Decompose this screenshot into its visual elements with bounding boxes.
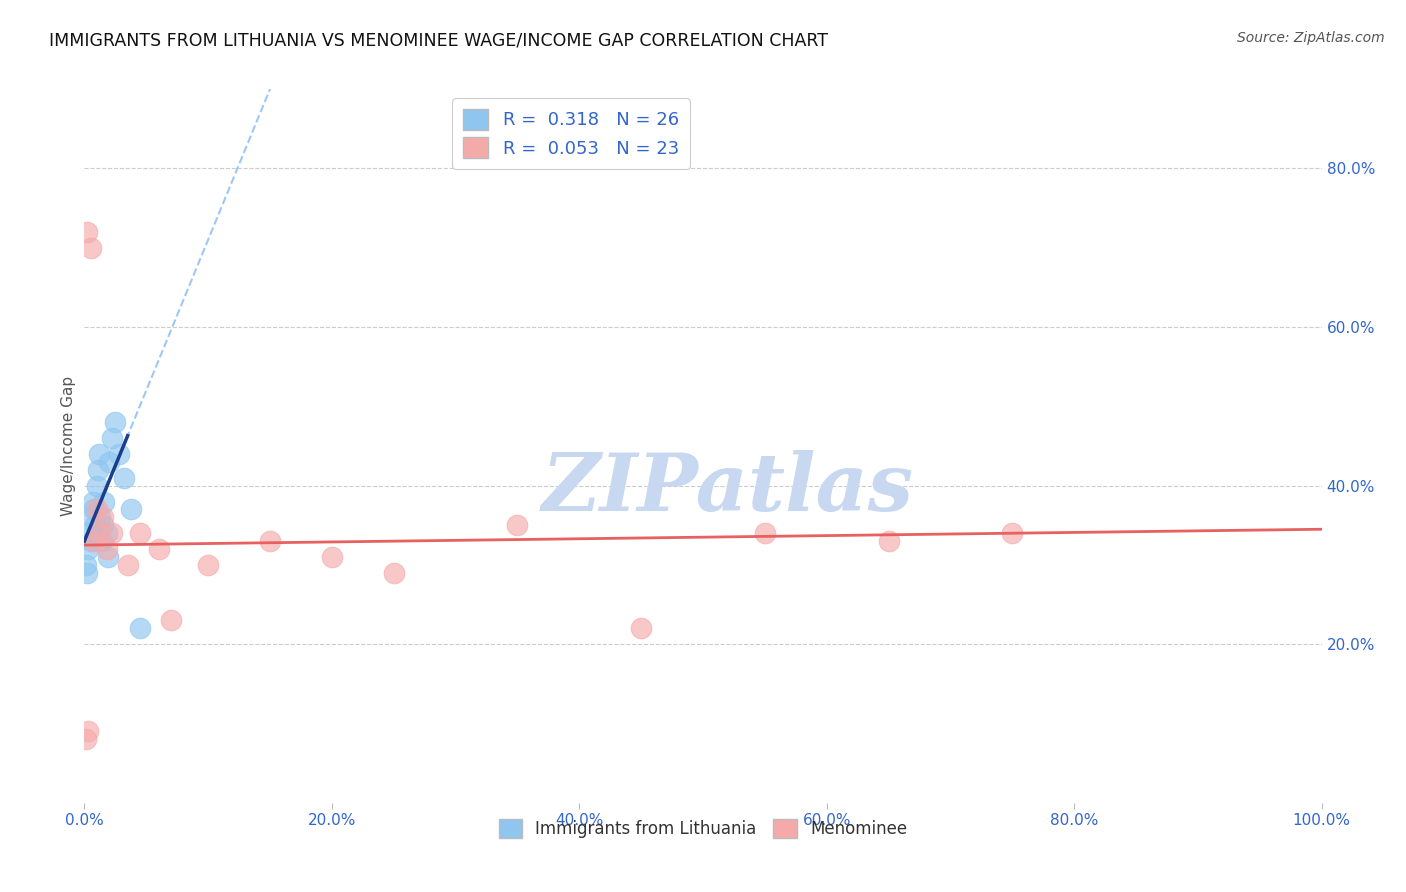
Point [97,549,120,564]
Point [197,558,219,572]
Point [100,526,122,541]
Point [160,614,183,628]
Point [321,549,343,564]
Point [89,447,111,461]
Point [80,510,103,524]
Point [93,494,115,508]
Point [104,415,127,429]
Point [120,502,142,516]
Point [79,241,101,255]
Point [754,526,776,541]
Point [630,621,652,635]
Point [79,526,101,541]
Point [89,526,111,541]
Point [129,526,152,541]
Point [382,566,405,580]
Y-axis label: Wage/Income Gap: Wage/Income Gap [60,376,76,516]
Point [129,621,152,635]
Point [86,478,108,492]
Text: Source: ZipAtlas.com: Source: ZipAtlas.com [1237,31,1385,45]
Point [82,494,104,508]
Point [84,518,107,533]
Point [86,526,108,541]
Point [96,542,118,557]
Point [506,518,529,533]
Point [96,526,118,541]
Point [91,510,114,524]
Point [91,518,114,533]
Point [90,534,112,549]
Point [148,542,170,557]
Point [83,502,105,516]
Point [86,502,108,516]
Point [112,471,135,485]
Point [83,534,105,549]
Point [76,566,98,580]
Point [77,542,100,557]
Point [100,431,122,445]
Point [79,534,101,549]
Point [75,732,97,747]
Point [877,534,900,549]
Point [75,558,97,572]
Point [76,225,98,239]
Text: IMMIGRANTS FROM LITHUANIA VS MENOMINEE WAGE/INCOME GAP CORRELATION CHART: IMMIGRANTS FROM LITHUANIA VS MENOMINEE W… [49,31,828,49]
Point [77,724,100,739]
Point [1001,526,1024,541]
Point [108,447,131,461]
Point [87,463,110,477]
Legend: Immigrants from Lithuania, Menominee: Immigrants from Lithuania, Menominee [492,812,914,845]
Point [117,558,139,572]
Point [259,534,281,549]
Point [98,455,121,469]
Point [89,510,111,524]
Text: ZIPatlas: ZIPatlas [541,450,914,527]
